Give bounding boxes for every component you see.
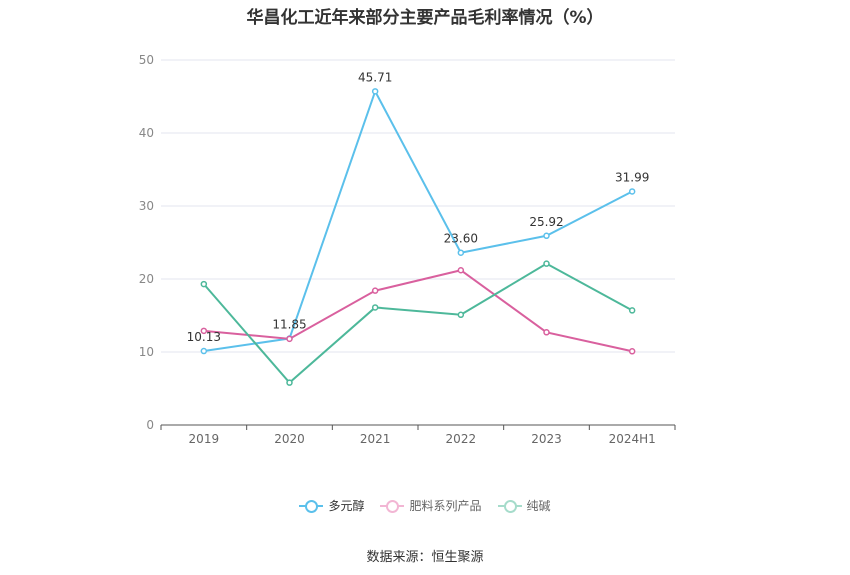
data-point — [371, 88, 379, 95]
data-point — [628, 307, 636, 314]
x-tick-label: 2023 — [531, 432, 562, 446]
x-tick-label: 2024H1 — [609, 432, 656, 446]
data-label: 11.85 — [272, 317, 306, 331]
data-point — [628, 188, 636, 195]
legend-label-polyol: 多元醇 — [328, 499, 365, 513]
legend-item-fertilizer[interactable]: 肥料系列产品 — [380, 497, 482, 514]
data-point — [200, 327, 208, 335]
y-tick-label: 40 — [139, 126, 154, 140]
legend-marker-soda-ash — [497, 499, 522, 513]
data-point — [457, 249, 465, 256]
data-point — [457, 266, 465, 274]
y-tick-label: 20 — [139, 272, 154, 286]
data-label: 45.71 — [358, 70, 392, 84]
legend-label-soda-ash: 纯碱 — [526, 499, 551, 513]
data-point — [286, 335, 293, 343]
data-point — [371, 287, 379, 294]
data-point — [543, 329, 550, 336]
x-tick-label: 2021 — [360, 432, 391, 446]
y-tick-label: 10 — [139, 345, 154, 359]
legend-item-soda-ash[interactable]: 纯碱 — [497, 497, 551, 514]
data-point — [200, 280, 208, 288]
y-tick-label: 50 — [139, 53, 154, 67]
data-source: 数据来源：恒生聚源 — [366, 550, 484, 565]
x-tick-label: 2022 — [446, 432, 477, 446]
grid-lines — [161, 59, 675, 353]
data-label: 10.13 — [187, 330, 221, 344]
series-layer — [200, 88, 636, 386]
series-line-2 — [203, 262, 633, 385]
data-point — [457, 311, 465, 319]
data-point — [543, 260, 550, 267]
series-line-1 — [203, 269, 633, 353]
axes: 0 10 20 30 40 50 2019 2020 2021 2022 2023 2024H1 — [139, 53, 676, 446]
series-line-0 — [203, 88, 633, 353]
legend: 多元醇 肥料系列产品 纯碱 — [0, 497, 850, 514]
data-label: 23.60 — [444, 232, 478, 246]
data-label: 25.92 — [529, 215, 563, 229]
legend-marker-fertilizer — [380, 499, 405, 513]
y-tick-label: 0 — [146, 418, 154, 432]
y-tick-label: 30 — [139, 199, 154, 213]
data-labels: 10.13 11.85 45.71 23.60 25.92 31.99 — [187, 70, 650, 344]
data-label: 31.99 — [615, 170, 649, 184]
data-point — [200, 347, 208, 355]
x-tick-label: 2020 — [274, 432, 305, 446]
data-point — [628, 348, 636, 355]
x-tick-label: 2019 — [189, 432, 220, 446]
chart-title: 华昌化工近年来部分主要产品毛利率情况（%） — [246, 8, 604, 28]
data-point — [286, 379, 293, 386]
legend-item-polyol[interactable]: 多元醇 — [299, 497, 364, 514]
data-point — [371, 304, 379, 311]
legend-marker-polyol — [299, 499, 324, 513]
data-point — [543, 232, 550, 240]
legend-label-fertilizer: 肥料系列产品 — [409, 499, 482, 513]
